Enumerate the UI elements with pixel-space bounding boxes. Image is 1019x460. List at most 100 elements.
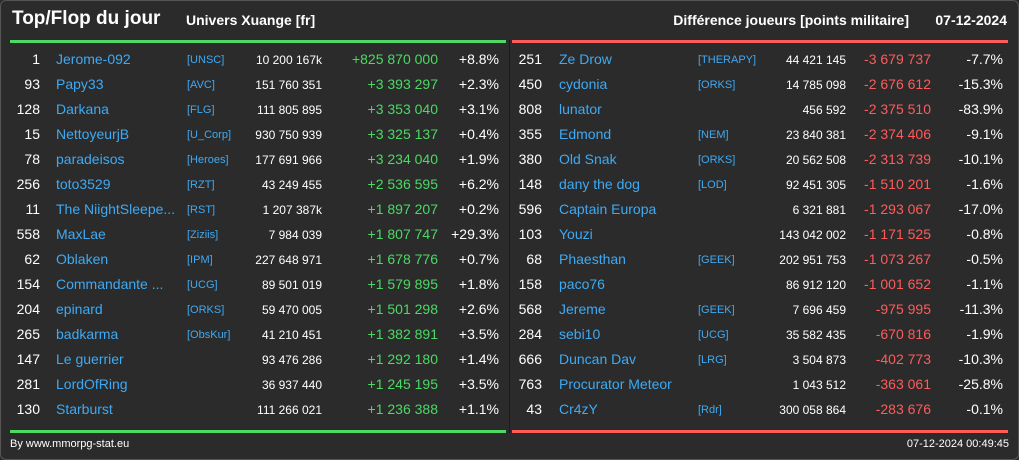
alliance-tag-link[interactable]: [FLG]	[187, 104, 215, 116]
player-name-link[interactable]: Edmond	[559, 126, 612, 142]
flop-row: 666 Duncan Dav [LRG] 3 504 873 -402 773 -10.3…	[512, 347, 1008, 372]
top-row: 130 Starburst 111 266 021 +1 236 388 +1.1%	[10, 397, 506, 422]
percent-change: -0.5%	[966, 251, 1003, 267]
player-name-link[interactable]: sebi10	[559, 326, 601, 342]
player-name-link[interactable]: Cr4zY	[559, 401, 598, 417]
points-difference: +1 897 207	[367, 201, 438, 217]
player-name-link[interactable]: Papy33	[56, 76, 104, 92]
player-rank: 380	[518, 151, 542, 167]
player-name-link[interactable]: Procurator Meteor	[559, 376, 672, 392]
alliance-tag-link[interactable]: [Heroes]	[187, 154, 229, 166]
player-name-link[interactable]: Phaesthan	[559, 251, 626, 267]
universe-subtitle: Univers Xuange [fr]	[186, 12, 316, 28]
points-difference: +3 325 137	[367, 126, 438, 142]
percent-change: +0.7%	[458, 251, 499, 267]
player-points: 14 785 098	[785, 78, 846, 92]
alliance-tag-link[interactable]: [IPM]	[187, 254, 213, 266]
player-name-link[interactable]: cydonia	[559, 76, 608, 92]
alliance-tag-link[interactable]: [ObsKur]	[187, 329, 231, 341]
player-points: 202 951 753	[779, 253, 846, 267]
player-points: 89 501 019	[261, 278, 322, 292]
player-name-link[interactable]: Duncan Dav	[559, 351, 637, 367]
player-points: 92 451 305	[785, 178, 846, 192]
player-points: 227 648 971	[255, 253, 322, 267]
percent-change: -1.9%	[966, 326, 1003, 342]
player-rank: 808	[518, 101, 542, 117]
player-points: 10 200 167k	[255, 53, 322, 67]
percent-change: -11.3%	[959, 301, 1003, 317]
alliance-tag-link[interactable]: [THERAPY]	[698, 54, 757, 66]
player-rank: 147	[16, 351, 40, 367]
player-name-link[interactable]: Youzi	[559, 226, 593, 242]
player-rank: 568	[518, 301, 542, 317]
alliance-tag-link[interactable]: [GEEK]	[698, 304, 735, 316]
player-name-link[interactable]: Le guerrier	[56, 351, 124, 367]
alliance-tag-link[interactable]: [Ziziis]	[187, 229, 219, 241]
alliance-tag-link[interactable]: [UCG]	[187, 279, 218, 291]
player-rank: 355	[518, 126, 542, 142]
player-name-link[interactable]: badkarma	[56, 326, 119, 342]
player-points: 6 321 881	[792, 203, 846, 217]
player-name-link[interactable]: lunator	[559, 101, 602, 117]
top-row: 558 MaxLae [Ziziis] 7 984 039 +1 807 747 +29.…	[10, 222, 506, 247]
top-row: 256 toto3529 [RZT] 43 249 455 +2 536 595 +6.2…	[10, 172, 506, 197]
bottom-separator-green	[10, 430, 506, 433]
flop-row: 355 Edmond [NEM] 23 840 381 -2 374 406 -9.1%	[512, 122, 1008, 147]
player-points: 456 592	[802, 103, 846, 117]
header-date: 07-12-2024	[935, 12, 1007, 28]
player-name-link[interactable]: Darkana	[56, 101, 109, 117]
player-name-link[interactable]: LordOfRing	[56, 376, 128, 392]
alliance-tag-link[interactable]: [NEM]	[698, 129, 729, 141]
player-name-link[interactable]: Oblaken	[56, 251, 109, 267]
alliance-tag-link[interactable]: [RZT]	[187, 179, 215, 191]
player-name-link[interactable]: The NiightSleepe...	[56, 201, 176, 217]
column-divider	[509, 40, 510, 433]
player-name-link[interactable]: Captain Europa	[559, 201, 657, 217]
player-rank: 204	[16, 301, 40, 317]
flop-row: 568 Jereme [GEEK] 7 696 459 -975 995 -11.3%	[512, 297, 1008, 322]
player-name-link[interactable]: Starburst	[56, 401, 113, 417]
alliance-tag-link[interactable]: [Rdr]	[698, 404, 722, 416]
player-rank: 558	[16, 226, 40, 242]
player-points: 41 210 451	[261, 328, 322, 342]
percent-change: -0.1%	[966, 401, 1003, 417]
player-name-link[interactable]: paradeisos	[56, 151, 125, 167]
player-name-link[interactable]: Jereme	[559, 301, 606, 317]
player-name-link[interactable]: Commandante ...	[56, 276, 164, 292]
points-difference: -975 995	[875, 301, 931, 317]
percent-change: +8.8%	[458, 51, 499, 67]
top-row: 147 Le guerrier 93 476 286 +1 292 180 +1.4%	[10, 347, 506, 372]
player-name-link[interactable]: NettoyeurjB	[56, 126, 130, 142]
points-difference: +1 678 776	[367, 251, 438, 267]
player-name-link[interactable]: paco76	[559, 276, 605, 292]
alliance-tag-link[interactable]: [ORKS]	[698, 154, 736, 166]
player-name-link[interactable]: epinard	[56, 301, 103, 317]
top-row: 154 Commandante ... [UCG] 89 501 019 +1 579 …	[10, 272, 506, 297]
alliance-tag-link[interactable]: [RST]	[187, 204, 216, 216]
alliance-tag-link[interactable]: [ORKS]	[187, 304, 225, 316]
points-difference: +3 353 040	[367, 101, 438, 117]
player-name-link[interactable]: MaxLae	[56, 226, 106, 242]
alliance-tag-link[interactable]: [ORKS]	[698, 79, 736, 91]
alliance-tag-link[interactable]: [UCG]	[698, 329, 729, 341]
percent-change: +3.5%	[458, 376, 499, 392]
player-name-link[interactable]: dany the dog	[559, 176, 640, 192]
player-name-link[interactable]: Old Snak	[559, 151, 617, 167]
alliance-tag-link[interactable]: [LRG]	[698, 354, 727, 366]
points-difference: -1 001 652	[864, 276, 931, 292]
flop-row: 284 sebi10 [UCG] 35 582 435 -670 816 -1.9%	[512, 322, 1008, 347]
player-name-link[interactable]: Jerome-092	[56, 51, 131, 67]
alliance-tag-link[interactable]: [LOD]	[698, 179, 727, 191]
player-name-link[interactable]: Ze Drow	[559, 51, 612, 67]
player-rank: 68	[526, 251, 542, 267]
player-rank: 1	[32, 51, 40, 67]
player-name-link[interactable]: toto3529	[56, 176, 111, 192]
alliance-tag-link[interactable]: [U_Corp]	[187, 129, 232, 141]
percent-change: +6.2%	[458, 176, 499, 192]
player-rank: 666	[518, 351, 542, 367]
alliance-tag-link[interactable]: [UNSC]	[187, 54, 225, 66]
points-difference: +3 234 040	[367, 151, 438, 167]
alliance-tag-link[interactable]: [GEEK]	[698, 254, 735, 266]
top-row: 93 Papy33 [AVC] 151 760 351 +3 393 297 +2.3%	[10, 72, 506, 97]
alliance-tag-link[interactable]: [AVC]	[187, 79, 215, 91]
